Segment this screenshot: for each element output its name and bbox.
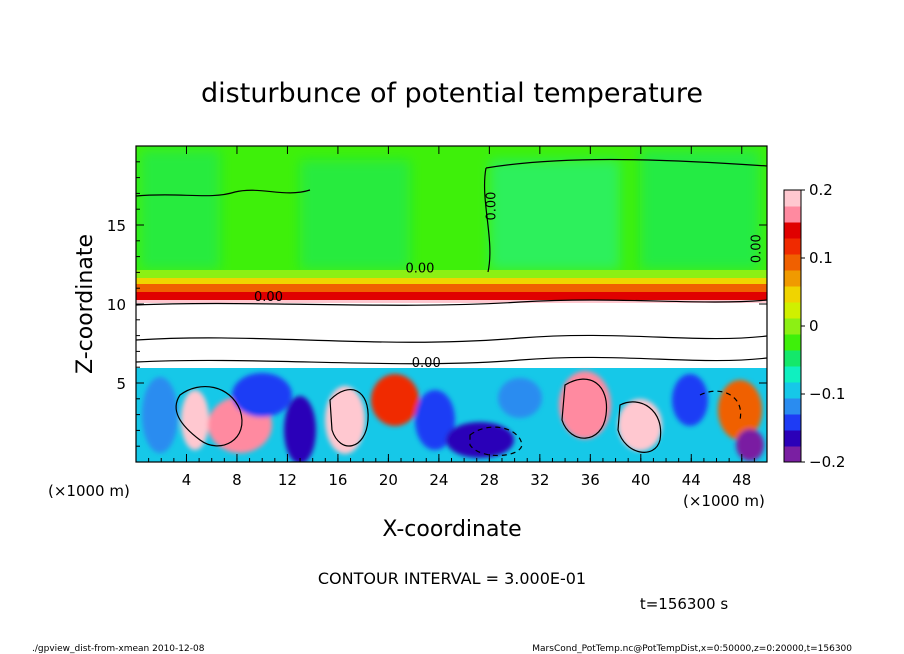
x-unit-left: (×1000 m) bbox=[48, 482, 130, 500]
colorbar-swatch bbox=[784, 366, 801, 383]
x-tick-label: 4 bbox=[182, 471, 192, 489]
colorbar-swatch bbox=[784, 238, 801, 255]
x-unit-right: (×1000 m) bbox=[683, 492, 765, 510]
footer-right: MarsCond_PotTemp.nc@PotTempDist,x=0:5000… bbox=[532, 644, 852, 654]
colorbar-swatch bbox=[784, 190, 801, 207]
contour-interval-text: CONTOUR INTERVAL = 3.000E-01 bbox=[318, 569, 586, 588]
y-tick-label: 5 bbox=[116, 375, 126, 393]
x-tick-label: 48 bbox=[732, 471, 751, 489]
contour-label: 0.00 bbox=[412, 356, 441, 371]
colorbar-swatch bbox=[784, 398, 801, 415]
x-tick-label: 36 bbox=[581, 471, 600, 489]
colorbar-swatch bbox=[784, 382, 801, 399]
colorbar-tick-label: 0.1 bbox=[809, 249, 833, 267]
chart-title: disturbunce of potential temperature bbox=[201, 78, 703, 109]
colorbar-swatch bbox=[784, 414, 801, 431]
contour-label: 0.00 bbox=[750, 234, 765, 263]
colorbar-swatch bbox=[784, 318, 801, 335]
plot-area bbox=[136, 146, 767, 462]
x-tick-label: 32 bbox=[530, 471, 549, 489]
colorbar-swatch bbox=[784, 302, 801, 319]
colorbar-tick-label: −0.2 bbox=[809, 453, 845, 471]
x-tick-label: 8 bbox=[232, 471, 242, 489]
y-axis: 5 10 15 bbox=[107, 161, 767, 447]
colorbar-tick-label: 0.2 bbox=[809, 181, 833, 199]
time-text: t=156300 s bbox=[640, 595, 728, 613]
contour-label: 0.00 bbox=[405, 261, 434, 276]
footer-left: ./gpview_dist-from-xmean 2010-12-08 bbox=[32, 644, 205, 654]
y-axis-label: Z-coordinate bbox=[73, 234, 98, 374]
colorbar-swatch bbox=[784, 446, 801, 463]
x-axis-label: X-coordinate bbox=[382, 517, 521, 542]
x-tick-label: 16 bbox=[328, 471, 347, 489]
x-tick-label: 44 bbox=[682, 471, 701, 489]
x-tick-label: 20 bbox=[379, 471, 398, 489]
colorbar-tick-label: −0.1 bbox=[809, 385, 845, 403]
contour-labels: 0.00 0.00 0.00 0.00 0.00 bbox=[254, 192, 765, 372]
x-tick-label: 28 bbox=[480, 471, 499, 489]
contour-label: 0.00 bbox=[254, 290, 283, 305]
colorbar: 0.2 0.1 0 −0.1 −0.2 bbox=[783, 181, 845, 471]
colorbar-tick-label: 0 bbox=[809, 317, 819, 335]
colorbar-swatch bbox=[784, 350, 801, 367]
y-tick-label: 10 bbox=[107, 296, 126, 314]
colorbar-swatch bbox=[784, 270, 801, 287]
colorbar-swatch bbox=[784, 222, 801, 239]
x-tick-label: 24 bbox=[429, 471, 448, 489]
x-tick-label: 40 bbox=[631, 471, 650, 489]
colorbar-swatch bbox=[784, 254, 801, 271]
y-tick-label: 15 bbox=[107, 217, 126, 235]
colorbar-swatch bbox=[784, 430, 801, 447]
contour-label: 0.00 bbox=[485, 192, 500, 221]
colorbar-swatch bbox=[784, 286, 801, 303]
x-axis: 4 8 12 16 20 24 28 32 36 40 44 48 bbox=[148, 146, 755, 489]
colorbar-swatch bbox=[784, 334, 801, 351]
colorbar-swatch bbox=[784, 206, 801, 223]
x-tick-label: 12 bbox=[278, 471, 297, 489]
